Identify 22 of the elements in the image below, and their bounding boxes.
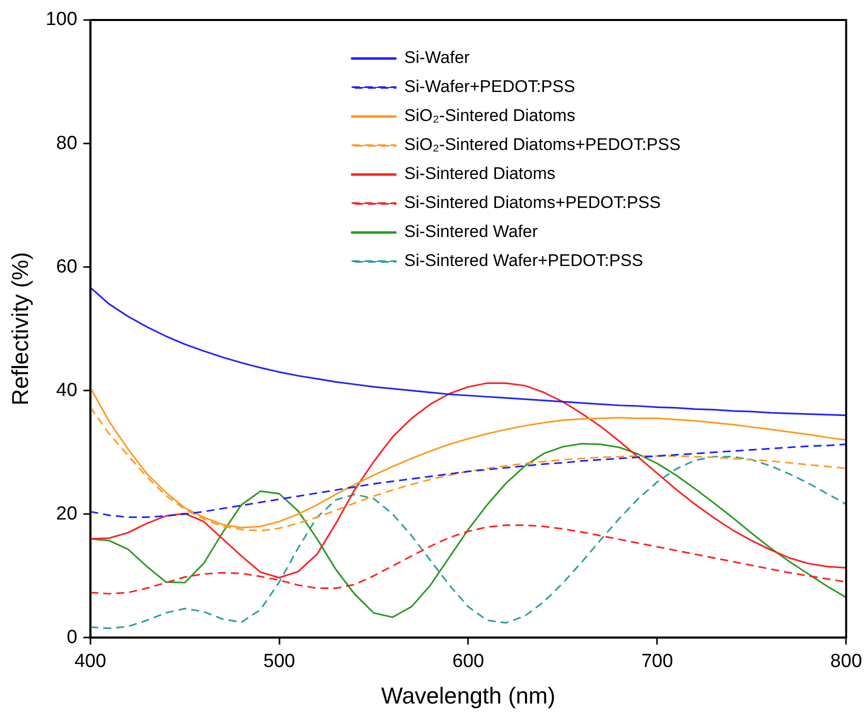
legend-label: Si-Wafer <box>404 48 470 68</box>
y-tick-label: 0 <box>66 626 78 648</box>
x-tick-label: 500 <box>263 651 296 672</box>
y-axis-title: Reflectivity (%) <box>7 252 34 406</box>
x-tick-label: 600 <box>452 651 484 672</box>
legend-label: Si-Sintered Wafer+PEDOT:PSS <box>404 251 644 270</box>
x-tick-label: 800 <box>830 651 862 672</box>
legend-label: Si-Sintered Diatoms+PEDOT:PSS <box>404 193 661 212</box>
legend-label: SiO₂-Sintered Diatoms <box>404 106 576 126</box>
legend-label: Si-Wafer+PEDOT:PSS <box>404 77 576 96</box>
y-tick-label: 80 <box>56 132 78 154</box>
legend-label: Si-Sintered Wafer <box>404 222 538 242</box>
y-tick-label: 20 <box>56 503 78 524</box>
y-tick-label: 60 <box>56 256 78 278</box>
y-tick-label: 100 <box>46 9 78 30</box>
x-tick-label: 400 <box>74 651 106 672</box>
x-axis-title: Wavelength (nm) <box>381 682 556 709</box>
legend-label: Si-Sintered Diatoms <box>404 164 556 184</box>
x-tick-label: 700 <box>641 651 674 672</box>
y-tick-label: 40 <box>56 380 78 401</box>
legend-label: SiO₂-Sintered Diatoms+PEDOT:PSS <box>404 135 681 154</box>
line-series <box>90 443 846 518</box>
